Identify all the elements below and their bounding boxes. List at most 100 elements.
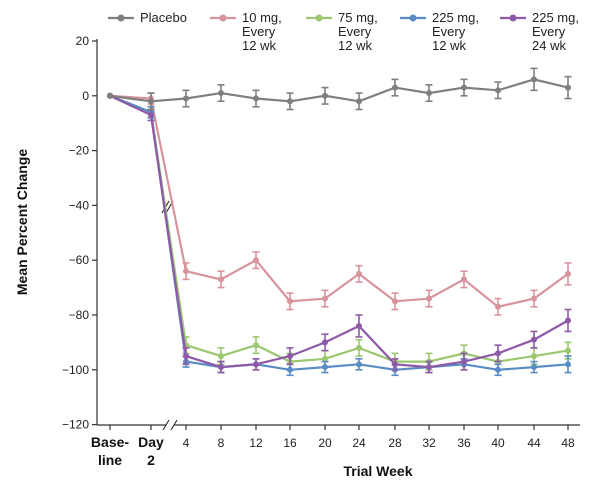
x-tick-label: 12 <box>249 436 263 450</box>
y-axis-title: Mean Percent Change <box>14 149 30 295</box>
data-point <box>287 353 293 360</box>
data-point <box>287 298 293 305</box>
data-point <box>287 366 293 373</box>
x-axis-break-mark <box>170 419 178 431</box>
x-axis-title: Trial Week <box>343 463 412 479</box>
data-point <box>461 276 467 283</box>
data-point <box>565 270 571 277</box>
x-tick-label: Day <box>138 434 164 450</box>
series-line <box>109 94 569 363</box>
legend-swatch-marker <box>219 14 227 22</box>
data-point <box>148 98 154 105</box>
x-tick-label: 32 <box>422 436 436 450</box>
data-point <box>461 358 467 365</box>
data-point <box>253 95 259 102</box>
data-point <box>253 257 259 264</box>
x-axis-break-mark <box>162 419 170 431</box>
y-tick-label: 20 <box>76 34 90 48</box>
x-tick-label: 8 <box>218 436 225 450</box>
data-point <box>531 295 537 302</box>
data-point <box>426 295 432 302</box>
legend-label: Placebo <box>140 10 187 25</box>
x-tick-label: 2 <box>147 452 155 468</box>
x-tick-label: 40 <box>491 436 505 450</box>
x-tick-label: 44 <box>527 436 541 450</box>
data-point <box>356 98 362 105</box>
legend-swatch-marker <box>117 14 125 22</box>
legend-label: 12 wk <box>242 38 276 53</box>
data-point <box>148 111 154 118</box>
y-tick-label: 0 <box>82 89 89 103</box>
data-point <box>218 353 224 360</box>
data-point <box>392 361 398 368</box>
data-point <box>495 350 501 357</box>
series-line <box>109 94 569 369</box>
y-tick-label: −60 <box>69 253 90 267</box>
data-point <box>531 364 537 371</box>
data-point <box>531 353 537 360</box>
legend-label: 12 wk <box>432 38 466 53</box>
data-point <box>356 270 362 277</box>
series-1 <box>107 92 572 316</box>
data-point <box>426 364 432 371</box>
y-tick-label: −120 <box>62 418 89 432</box>
data-point <box>565 317 571 324</box>
legend-label: 10 mg, <box>242 10 282 25</box>
data-point <box>322 339 328 346</box>
data-point <box>461 84 467 91</box>
legend-label: Every <box>242 24 276 39</box>
x-tick-label: 4 <box>183 436 190 450</box>
data-point <box>495 366 501 373</box>
data-point <box>183 353 189 360</box>
data-point <box>322 355 328 362</box>
legend-swatch-marker <box>509 14 517 22</box>
y-tick-label: −40 <box>69 198 90 212</box>
legend-label: Every <box>338 24 372 39</box>
data-point <box>322 295 328 302</box>
series-4 <box>107 92 572 374</box>
x-tick-label: 24 <box>352 436 366 450</box>
series-line <box>109 94 569 371</box>
data-point <box>107 92 113 99</box>
x-tick-label: 48 <box>561 436 575 450</box>
data-point <box>287 98 293 105</box>
legend-swatch-marker <box>315 14 323 22</box>
data-point <box>253 342 259 349</box>
y-tick-label: −80 <box>69 308 90 322</box>
data-point <box>356 344 362 351</box>
data-point <box>565 84 571 91</box>
legend-swatch-marker <box>409 14 417 22</box>
y-tick-label: −100 <box>62 363 89 377</box>
data-point <box>253 361 259 368</box>
data-point <box>531 336 537 343</box>
data-point <box>183 268 189 275</box>
data-point <box>392 84 398 91</box>
data-point <box>356 322 362 329</box>
legend-label: Every <box>532 24 566 39</box>
x-tick-label: 28 <box>388 436 402 450</box>
data-point <box>183 95 189 102</box>
legend-label: 75 mg, <box>338 10 378 25</box>
legend-label: 225 mg, <box>432 10 479 25</box>
series-2 <box>107 92 572 371</box>
x-tick-label: Base- <box>91 434 129 450</box>
data-point <box>322 92 328 99</box>
data-point <box>392 298 398 305</box>
data-point <box>531 76 537 83</box>
data-point <box>495 303 501 310</box>
legend-label: Every <box>432 24 466 39</box>
data-point <box>218 364 224 371</box>
series-line <box>109 94 569 308</box>
data-point <box>322 364 328 371</box>
x-tick-label: 16 <box>283 436 297 450</box>
data-point <box>426 90 432 97</box>
x-tick-label: line <box>98 452 122 468</box>
legend-label: 24 wk <box>532 38 566 53</box>
legend-label: 225 mg, <box>532 10 579 25</box>
x-tick-label: 20 <box>318 436 332 450</box>
data-point <box>218 90 224 97</box>
data-point <box>565 347 571 354</box>
series-3 <box>107 92 572 377</box>
legend-label: 12 wk <box>338 38 372 53</box>
